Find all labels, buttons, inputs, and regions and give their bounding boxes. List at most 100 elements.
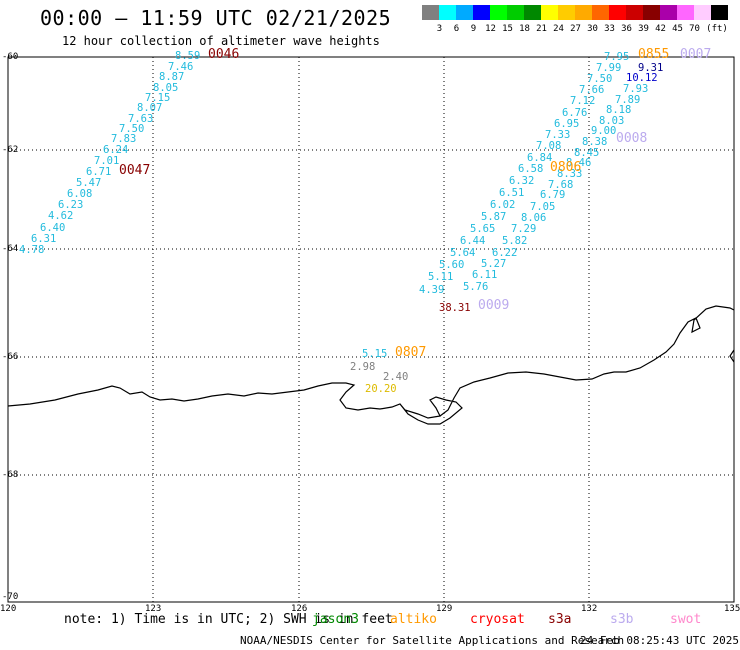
- legend-label: 12: [485, 24, 496, 34]
- wave-label: 7.68: [548, 179, 574, 191]
- legend-swatch: [439, 5, 456, 20]
- legend-swatch: [711, 5, 728, 20]
- x-tick-label: 120: [0, 604, 17, 614]
- y-tick-label: -68: [2, 470, 19, 480]
- legend-label: 27: [570, 24, 581, 34]
- legend-label: 39: [638, 24, 649, 34]
- pass-id-label: 0046: [208, 47, 240, 62]
- wave-label: 6.79: [540, 189, 566, 201]
- wave-label: 7.50: [119, 123, 145, 135]
- wave-label: 5.47: [76, 177, 102, 189]
- wave-label: 9.00: [591, 125, 617, 137]
- wave-label: 2.40: [383, 371, 409, 383]
- wave-label: 7.08: [536, 140, 562, 152]
- wave-label: 10.12: [626, 72, 658, 84]
- x-tick-label: 126: [291, 604, 308, 614]
- wave-label: 6.23: [58, 199, 84, 211]
- satellite-swot: swot: [670, 612, 702, 627]
- wave-label: 7.01: [94, 155, 120, 167]
- legend-swatch: [507, 5, 524, 20]
- wave-label: 5.11: [428, 271, 454, 283]
- coastline: [7, 305, 735, 425]
- legend-label: 70: [689, 24, 700, 34]
- wave-label: 7.29: [511, 223, 537, 235]
- legend-swatch: [694, 5, 711, 20]
- pass-id-label: 0806: [550, 160, 582, 175]
- legend-label: 6: [453, 24, 460, 34]
- wave-label: 7.63: [128, 113, 154, 125]
- legend-swatch: [643, 5, 660, 20]
- legend-swatch: [609, 5, 626, 20]
- wave-label: 6.76: [562, 107, 588, 119]
- x-tick-label: 123: [145, 604, 162, 614]
- legend-label: 9: [470, 24, 477, 34]
- wave-label: 8.45: [574, 147, 600, 159]
- wave-label: 6.31: [31, 233, 57, 245]
- wave-label: 7.50: [587, 73, 613, 85]
- wave-label: 6.95: [554, 118, 580, 130]
- wave-label: 6.84: [527, 152, 553, 164]
- wave-label: 7.66: [579, 84, 605, 96]
- wave-label: 7.33: [545, 129, 571, 141]
- wave-label: 4.39: [419, 284, 445, 296]
- wave-label: 6.08: [67, 188, 93, 200]
- satellite-jason3: jason3: [312, 612, 359, 627]
- wave-label: 6.02: [490, 199, 516, 211]
- wave-label: 6.58: [518, 163, 544, 175]
- wave-label: 2.98: [350, 361, 376, 373]
- legend-swatch: [626, 5, 643, 20]
- legend-swatch: [490, 5, 507, 20]
- pass-id-label: 0855: [638, 47, 670, 62]
- wave-label: 6.22: [492, 247, 518, 259]
- x-tick-label: 132: [581, 604, 598, 614]
- wave-label: 6.11: [472, 269, 498, 281]
- legend-swatch: [575, 5, 592, 20]
- y-tick-label: -60: [2, 52, 19, 62]
- pass-id-label: 0009: [478, 298, 510, 313]
- wave-label: 7.93: [623, 83, 649, 95]
- wave-label: 6.51: [499, 187, 525, 199]
- pass-id-label: 0047: [119, 163, 151, 178]
- wave-label: 8.59: [175, 50, 201, 62]
- legend-label: 30: [587, 24, 598, 34]
- legend-label: 45: [672, 24, 683, 34]
- credit-line: NOAA/NESDIS Center for Satellite Applica…: [240, 634, 625, 647]
- map-frame: [7, 56, 735, 603]
- wave-label: 8.07: [137, 102, 163, 114]
- legend-swatch: [473, 5, 490, 20]
- x-tick-label: 129: [436, 604, 453, 614]
- generated-timestamp: 24 Feb 08:25:43 UTC 2025: [580, 634, 739, 647]
- wave-label: 7.83: [111, 133, 137, 145]
- wave-label: 8.33: [557, 168, 583, 180]
- wave-label: 7.15: [145, 92, 171, 104]
- legend-label: 15: [502, 24, 513, 34]
- wave-label: 7.46: [168, 61, 194, 73]
- wave-label: 7.05: [530, 201, 556, 213]
- legend-unit: (ft): [706, 24, 728, 34]
- legend-swatch: [541, 5, 558, 20]
- map-title: 00:00 – 11:59 UTC 02/21/2025: [40, 6, 392, 30]
- wave-label: 5.60: [439, 259, 465, 271]
- y-tick-label: -64: [2, 244, 19, 254]
- legend-swatch: [456, 5, 473, 20]
- wave-label: 8.06: [521, 212, 547, 224]
- wave-label: 6.44: [460, 235, 486, 247]
- wave-label: 5.87: [481, 211, 507, 223]
- satellite-s3b: s3b: [610, 612, 634, 627]
- pass-id-label: 0007: [680, 47, 712, 62]
- footer-note: note: 1) Time is in UTC; 2) SWH is in fe…: [64, 612, 393, 627]
- satellite-s3a: s3a: [548, 612, 572, 627]
- wave-label: 4.78: [19, 244, 45, 256]
- wave-label: 5.64: [450, 247, 476, 259]
- pass-id-label: 0807: [395, 345, 427, 360]
- wave-label: 6.71: [86, 166, 112, 178]
- legend-label: 21: [536, 24, 547, 34]
- legend-label: 33: [604, 24, 615, 34]
- wave-label: 8.03: [599, 115, 625, 127]
- wave-label: 7.12: [570, 95, 596, 107]
- legend-label: 3: [436, 24, 443, 34]
- legend-label: 18: [519, 24, 530, 34]
- wave-label: 8.38: [582, 136, 608, 148]
- graticule: [8, 57, 734, 602]
- wave-label: 4.62: [48, 210, 74, 222]
